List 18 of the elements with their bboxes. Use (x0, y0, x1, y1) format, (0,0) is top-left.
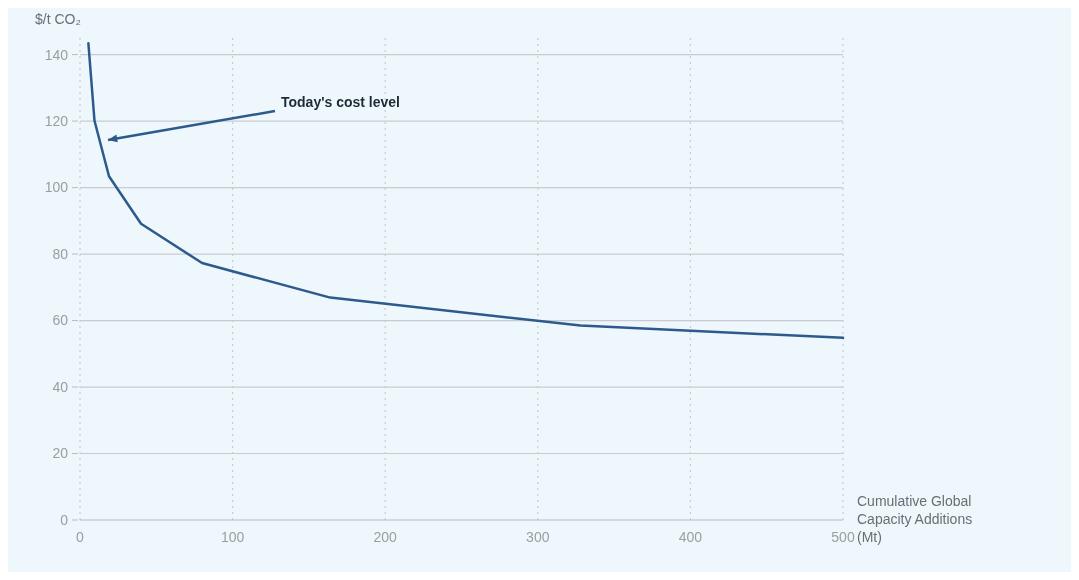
y-tick-label: 40 (52, 378, 69, 395)
x-tick-label: 200 (373, 529, 398, 545)
y-tick-label: 60 (52, 312, 69, 329)
x-tick-label: 300 (526, 529, 550, 545)
y-tick-label: 0 (60, 511, 69, 528)
annotation: Today's cost level (281, 94, 401, 110)
x-tick-label: 100 (220, 529, 245, 545)
x-tick-label: 0 (76, 529, 85, 545)
y-tick-label: 140 (44, 46, 69, 63)
y-tick-label: 120 (44, 113, 69, 129)
line-series (87, 42, 845, 340)
y-tick-label: 20 (52, 445, 69, 462)
y-tick-label: 80 (52, 245, 69, 262)
x-tick-label: 500 (831, 529, 855, 545)
y-axis-title: $/t CO₂ (35, 11, 81, 27)
x-axis-title: Cumulative Global Capacity Additions (Mt) (857, 493, 973, 545)
y-tick-label: 100 (44, 179, 69, 196)
x-tick-label: 400 (678, 529, 703, 545)
